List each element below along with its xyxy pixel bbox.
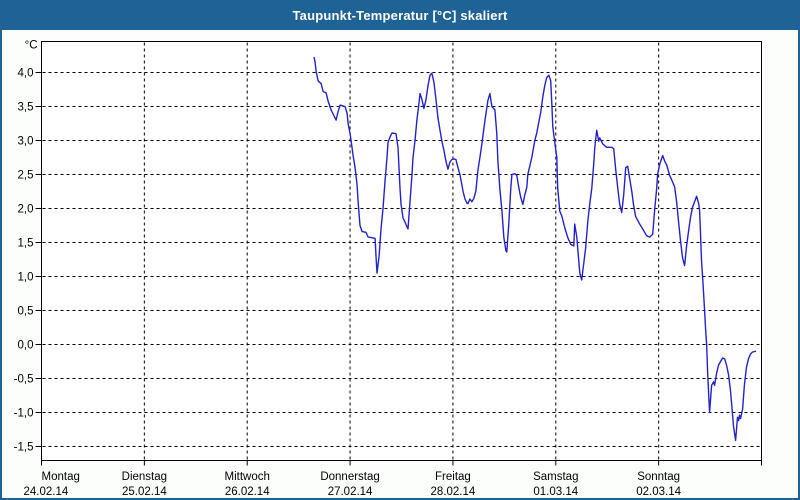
- y-tick-label: -1,0: [14, 408, 34, 420]
- x-day-label: Sonntag: [637, 471, 680, 483]
- x-date-label: 01.03.14: [533, 486, 578, 498]
- x-gridlines-and-labels: Montag 24.02.14 Dienstag 25.02.14 Mittwoch 26…: [24, 42, 762, 498]
- x-day-label: Samstag: [533, 471, 578, 483]
- y-tick-label: 3,0: [18, 136, 34, 148]
- x-date-label: 26.02.14: [225, 486, 270, 498]
- temperature-line: [313, 56, 757, 442]
- x-day-label: Montag: [42, 471, 80, 483]
- x-date-label: 02.03.14: [636, 486, 681, 498]
- x-day-label: Donnerstag: [320, 471, 379, 483]
- y-tick-label: 2,5: [18, 170, 34, 182]
- window-title-bar[interactable]: Taupunkt-Temperatur [°C] skaliert: [0, 0, 800, 30]
- y-tick-label: 1,5: [18, 238, 34, 250]
- y-tick-label: 0,5: [18, 306, 34, 318]
- y-tick-label: -1,5: [14, 442, 34, 454]
- x-day-label: Dienstag: [122, 471, 167, 483]
- y-tick-label: 1,0: [18, 272, 34, 284]
- x-day-label: Mittwoch: [225, 471, 270, 483]
- y-tick-label: 3,5: [18, 102, 34, 114]
- y-tick-label: 2,0: [18, 204, 34, 216]
- x-day-label: Freitag: [435, 471, 471, 483]
- y-axis-unit-label: °C: [25, 40, 38, 52]
- window-title: Taupunkt-Temperatur [°C] skaliert: [292, 7, 508, 23]
- x-date-label: 24.02.14: [24, 486, 69, 498]
- x-date-label: 28.02.14: [431, 486, 476, 498]
- y-gridlines-and-labels: 4,0 3,5 3,0 2,5 2,0 1,5 1,0 0,5 0,0 -0,5 -1,0 -1,5: [14, 68, 761, 454]
- y-tick-label: 4,0: [18, 68, 34, 80]
- y-tick-label: 0,0: [18, 340, 34, 352]
- y-tick-label: -0,5: [14, 374, 34, 386]
- x-date-label: 25.02.14: [122, 486, 167, 498]
- x-date-label: 27.02.14: [328, 486, 373, 498]
- plot-area: [41, 41, 762, 461]
